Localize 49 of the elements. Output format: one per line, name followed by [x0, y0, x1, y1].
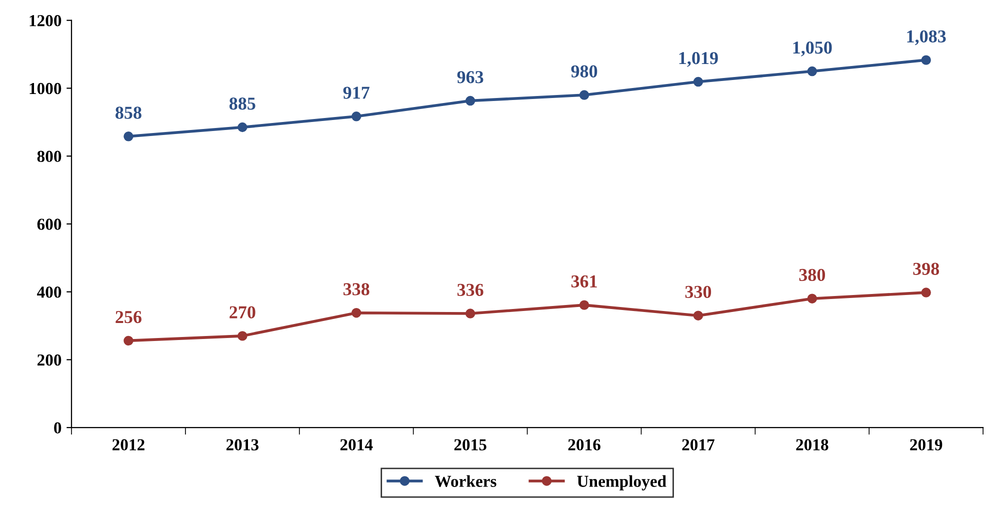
legend-label: Workers: [434, 475, 496, 488]
x-tick-label: 2012: [112, 439, 144, 450]
legend-label: Unemployed: [577, 475, 666, 490]
data-label: 270: [230, 306, 256, 318]
data-label: 398: [913, 262, 940, 275]
x-tick-label: 2015: [454, 439, 486, 450]
y-tick-label: 400: [37, 286, 62, 298]
data-label: 885: [229, 98, 256, 110]
point: [352, 308, 362, 318]
data-label: 336: [457, 284, 484, 296]
data-label: 1,019: [679, 52, 718, 67]
x-tick-label: 2019: [910, 439, 942, 450]
x-tick-label: 2013: [226, 439, 259, 450]
data-label: 330: [685, 286, 712, 298]
y-tick-label: 200: [37, 354, 62, 366]
point: [124, 336, 134, 346]
data-label: 963: [457, 71, 484, 84]
data-label: 380: [799, 268, 826, 282]
y-tick-label: 0: [54, 422, 62, 434]
point: [921, 55, 931, 65]
y-tick-label: 800: [37, 150, 62, 162]
data-label: 858: [116, 106, 142, 119]
x-tick-label: 2018: [796, 439, 828, 450]
point: [238, 122, 248, 132]
data-label: 361: [571, 275, 597, 288]
data-label: 917: [343, 86, 370, 99]
y-tick-label: 1000: [30, 82, 62, 94]
x-tick-label: 2014: [340, 439, 373, 450]
point: [465, 96, 476, 106]
point: [352, 112, 362, 122]
point: [807, 66, 818, 76]
point: [465, 308, 476, 318]
data-label: 1,083: [907, 30, 946, 46]
point: [238, 331, 248, 341]
point: [579, 90, 590, 100]
point: [579, 300, 590, 310]
data-label: 980: [571, 65, 598, 78]
data-label: 256: [116, 311, 142, 324]
point: [693, 76, 704, 87]
y-tick-label: 1200: [30, 15, 62, 26]
point: [921, 288, 931, 298]
x-tick-label: 2017: [682, 439, 714, 450]
y-tick-label: 600: [37, 218, 62, 230]
point: [693, 310, 704, 320]
point: [807, 294, 818, 304]
point: [124, 132, 134, 142]
data-label: 338: [344, 283, 370, 296]
data-label: 1,050: [793, 42, 832, 56]
x-tick-label: 2016: [568, 439, 600, 450]
